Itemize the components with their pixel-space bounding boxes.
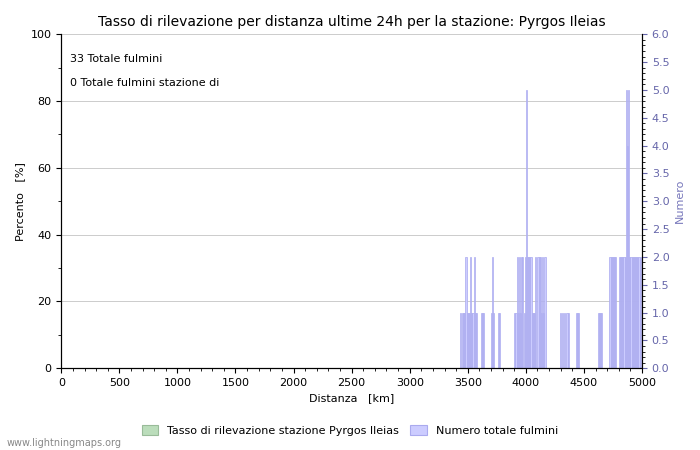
Bar [638,257,640,368]
Bar [601,313,603,368]
X-axis label: Distanza   [km]: Distanza [km] [309,393,394,404]
Bar [520,313,522,368]
Y-axis label: Percento   [%]: Percento [%] [15,162,25,241]
Bar [482,313,483,368]
Text: 0 Totale fulmini stazione di: 0 Totale fulmini stazione di [70,78,219,88]
Bar [475,313,476,368]
Bar [615,257,617,368]
Bar [627,146,628,368]
Bar [610,257,612,368]
Bar [492,257,493,368]
Bar [470,257,471,368]
Bar [628,90,629,368]
Bar [568,313,569,368]
Bar [538,257,540,368]
Bar [614,257,615,368]
Bar [559,313,561,368]
Bar [460,313,461,368]
Bar [476,313,477,368]
Bar [612,257,613,368]
Bar [481,313,482,368]
Bar [471,313,472,368]
Bar [463,313,464,368]
Bar [524,313,525,368]
Bar [499,313,500,368]
Bar [637,257,638,368]
Bar [464,313,466,368]
Bar [535,257,536,368]
Bar [542,257,543,368]
Bar [534,313,535,368]
Bar [483,313,484,368]
Bar [598,313,599,368]
Bar [635,257,636,368]
Bar [466,257,467,368]
Bar [526,90,527,368]
Bar [599,313,600,368]
Bar [619,257,620,368]
Bar [562,313,563,368]
Bar [515,313,517,368]
Bar [518,313,519,368]
Bar [541,313,542,368]
Text: www.lightningmaps.org: www.lightningmaps.org [7,438,122,448]
Bar [600,313,601,368]
Bar [564,313,566,368]
Bar [626,90,627,368]
Bar [473,313,474,368]
Bar [462,313,463,368]
Bar [525,257,526,368]
Bar [624,257,626,368]
Bar [577,313,578,368]
Bar [498,313,499,368]
Bar [566,313,568,368]
Bar [467,313,468,368]
Bar [529,257,531,368]
Bar [640,257,641,368]
Y-axis label: Numero: Numero [675,179,685,224]
Bar [543,313,545,368]
Bar [620,257,621,368]
Bar [540,257,541,368]
Bar [474,257,475,368]
Legend: Tasso di rilevazione stazione Pyrgos Ileias, Numero totale fulmini: Tasso di rilevazione stazione Pyrgos Ile… [137,420,563,440]
Bar [578,313,579,368]
Bar [576,313,577,368]
Bar [517,257,518,368]
Bar [522,257,524,368]
Bar [613,257,614,368]
Bar [469,313,470,368]
Bar [532,313,533,368]
Bar [491,313,492,368]
Bar [533,313,534,368]
Bar [631,257,633,368]
Text: 33 Totale fulmini: 33 Totale fulmini [70,54,162,64]
Bar [634,257,635,368]
Bar [528,257,529,368]
Bar [621,257,622,368]
Bar [468,313,469,368]
Bar [527,257,528,368]
Title: Tasso di rilevazione per distanza ultime 24h per la stazione: Pyrgos Ileias: Tasso di rilevazione per distanza ultime… [98,15,606,29]
Bar [636,257,637,368]
Bar [519,257,520,368]
Bar [629,257,630,368]
Bar [633,257,634,368]
Bar [622,257,624,368]
Bar [514,313,515,368]
